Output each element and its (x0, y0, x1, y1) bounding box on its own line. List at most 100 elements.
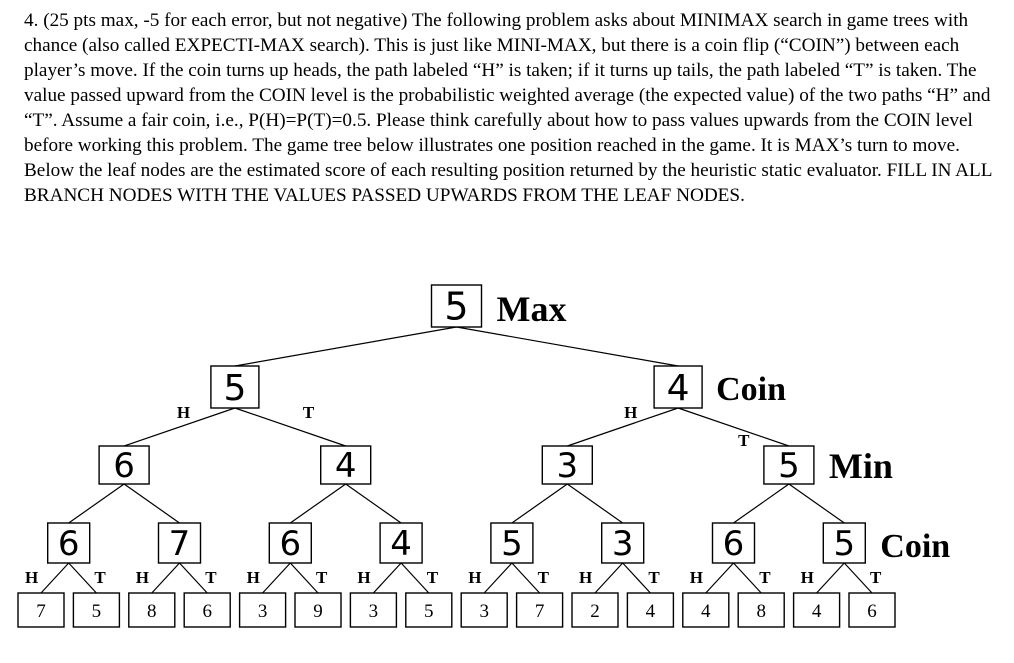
tree-edge (567, 407, 679, 447)
branch-label-t: T (303, 403, 315, 422)
leaf-node: 7 (515, 592, 564, 628)
min-node-box (541, 445, 593, 485)
tree-edge (594, 562, 624, 594)
branch-label-t: T (205, 568, 217, 587)
tree-edge (816, 562, 845, 594)
tree-edge (234, 407, 346, 447)
leaf-node-box (238, 592, 287, 628)
tree-edge (151, 562, 180, 594)
min-node-value: 3 (556, 446, 578, 486)
branch-label-h: H (247, 568, 260, 587)
leaf-node-value: 5 (424, 601, 434, 622)
problem-statement: 4. (25 pts max, -5 for each error, but n… (24, 10, 992, 206)
coin2-node: 5 (490, 522, 534, 564)
leaf-node-value: 8 (147, 601, 157, 622)
leaf-node: 6 (183, 592, 231, 628)
min-node: 4 (320, 445, 372, 486)
leaf-node-box (848, 592, 896, 628)
tree-edge (456, 326, 679, 367)
tree-edge (372, 562, 402, 594)
root-node: 5 (430, 284, 483, 329)
coin2-node-box (822, 522, 866, 564)
leaf-node-box (571, 592, 619, 628)
min-node: 5 (763, 445, 815, 486)
tree-edge (234, 326, 457, 367)
coin2-node-value: 5 (833, 524, 855, 564)
coin2-node: 7 (157, 522, 202, 564)
tree-labels: Max Coin Min Coin H T H T H T H T H T H T H T H T H T H T (25, 289, 950, 587)
tree-edge (289, 483, 347, 524)
tree-edge (622, 562, 651, 594)
leaf-node: 3 (238, 592, 287, 628)
tree-edge (262, 562, 291, 594)
coin2-node-box (379, 522, 423, 564)
tree-edge (68, 483, 125, 524)
coin2-node: 6 (268, 522, 312, 564)
tree-edge (677, 407, 790, 447)
coin2-node: 6 (711, 522, 756, 564)
leaf-node: 2 (571, 592, 619, 628)
leaf-node-box (183, 592, 231, 628)
tree-edge (483, 562, 513, 594)
leaf-node-box (72, 592, 121, 628)
leaf-node: 5 (72, 592, 121, 628)
leaf-node: 8 (128, 592, 176, 628)
coin2-node-value: 6 (58, 524, 80, 564)
leaf-node: 5 (405, 592, 453, 628)
tree-edge (566, 483, 624, 524)
leaf-node: 3 (460, 592, 508, 628)
coin2-node-box (157, 522, 202, 564)
leaf-node-box (128, 592, 176, 628)
leaf-node-box (17, 592, 65, 628)
coin2-node-box (47, 522, 91, 564)
tree-edge (400, 562, 430, 594)
level-label-min: Min (829, 446, 893, 486)
tree-edge (289, 562, 319, 594)
coin1-node-value: 5 (223, 368, 246, 409)
leaf-node-value: 5 (92, 601, 102, 622)
leaf-node-value: 9 (313, 601, 323, 622)
coin1-node-box (210, 365, 260, 409)
coin2-node: 6 (47, 522, 91, 564)
tree-edge (345, 483, 402, 524)
tree-edge (511, 483, 568, 524)
root-node-value: 5 (444, 285, 468, 329)
leaf-node: 4 (626, 592, 675, 628)
coin2-node-box (711, 522, 756, 564)
branch-label-h: H (468, 568, 481, 587)
level-label-max: Max (497, 289, 567, 329)
leaf-node: 9 (294, 592, 342, 628)
leaf-node-value: 8 (756, 601, 766, 622)
branch-label-h: H (801, 568, 814, 587)
tree-edge (511, 562, 541, 594)
coin2-node-box (268, 522, 312, 564)
coin1-node: 5 (210, 365, 260, 409)
branch-label-h: H (624, 403, 637, 422)
leaf-node-box (294, 592, 342, 628)
tree-edge (40, 562, 70, 594)
min-node-box (763, 445, 815, 485)
leaf-node-value: 3 (258, 601, 268, 622)
tree-edge (843, 562, 873, 594)
branch-label-h: H (25, 568, 38, 587)
branch-label-t: T (870, 568, 882, 587)
tree-edge (123, 483, 180, 524)
min-node-value: 5 (778, 446, 800, 486)
min-node-box (320, 445, 372, 485)
min-node: 6 (98, 445, 150, 486)
leaf-node: 8 (737, 592, 785, 628)
tree-edge (733, 562, 762, 594)
branch-label-t: T (94, 568, 106, 587)
coin2-node-value: 7 (169, 524, 191, 564)
coin2-node: 3 (601, 522, 645, 564)
leaf-node-box (460, 592, 508, 628)
tree-edge (179, 562, 208, 594)
min-node: 3 (541, 445, 593, 486)
leaf-node: 6 (848, 592, 896, 628)
leaf-node-value: 3 (479, 601, 489, 622)
leaf-node-value: 6 (867, 601, 877, 622)
tree-edge (68, 562, 97, 594)
coin2-node: 5 (822, 522, 866, 564)
leaf-node-box (626, 592, 675, 628)
